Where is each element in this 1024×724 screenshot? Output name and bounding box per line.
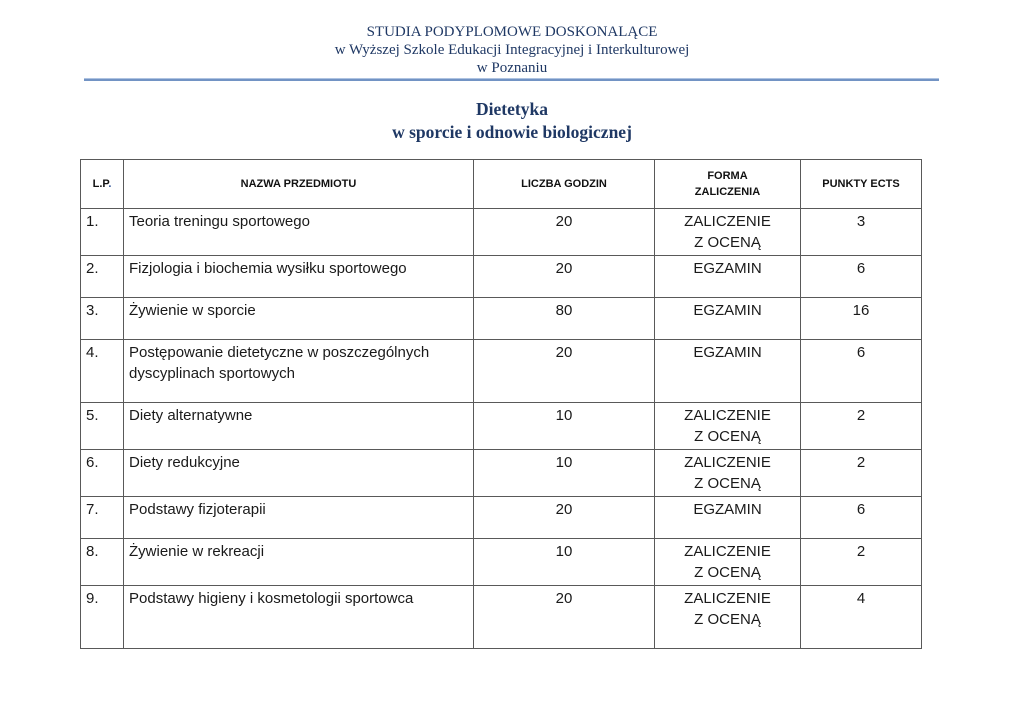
cell-liczba-godzin: 20 [473, 208, 655, 256]
cell-lp: 7. [80, 496, 124, 539]
col-header-lp-text: L.P [92, 178, 109, 190]
cell-forma-zaliczenia: ZALICZENIE Z OCENĄ [654, 449, 801, 497]
cell-lp: 1. [80, 208, 124, 256]
cell-nazwa-przedmiotu: Fizjologia i biochemia wysiłku sportoweg… [123, 255, 474, 298]
program-table: L.P. NAZWA PRZEDMIOTU LICZBA GODZIN FORM… [80, 159, 922, 649]
cell-nazwa-przedmiotu: Żywienie w rekreacji [123, 538, 474, 586]
document-title-line-1: Dietetyka [476, 99, 548, 119]
institution-header: STUDIA PODYPLOMOWE DOSKONALĄCE w Wyższej… [0, 0, 1024, 77]
cell-punkty-ects: 16 [800, 297, 922, 340]
cell-punkty-ects: 6 [800, 496, 922, 539]
cell-liczba-godzin: 10 [473, 449, 655, 497]
cell-punkty-ects: 3 [800, 208, 922, 256]
cell-nazwa-przedmiotu: Postępowanie dietetyczne w poszczególnyc… [123, 339, 474, 403]
cell-nazwa-przedmiotu: Żywienie w sporcie [123, 297, 474, 340]
table-header-row: L.P. NAZWA PRZEDMIOTU LICZBA GODZIN FORM… [80, 159, 922, 209]
col-header-nazwa-przedmiotu: NAZWA PRZEDMIOTU [123, 159, 474, 209]
cell-liczba-godzin: 20 [473, 496, 655, 539]
cell-nazwa-przedmiotu: Diety redukcyjne [123, 449, 474, 497]
document-title-line-2: w sporcie i odnowie biologicznej [392, 122, 632, 142]
cell-lp: 5. [80, 402, 124, 450]
cell-nazwa-przedmiotu: Teoria treningu sportowego [123, 208, 474, 256]
institution-line-3: w Poznaniu [476, 60, 548, 76]
col-header-lp: L.P. [80, 159, 124, 209]
cell-liczba-godzin: 20 [473, 339, 655, 403]
col-header-forma-zaliczenia: FORMA ZALICZENIA [654, 159, 801, 209]
cell-forma-zaliczenia: ZALICZENIE Z OCENĄ [654, 402, 801, 450]
cell-liczba-godzin: 20 [473, 585, 655, 649]
table-row: 6. Diety redukcyjne 10 ZALICZENIE Z OCEN… [80, 449, 922, 497]
cell-nazwa-przedmiotu: Podstawy fizjoterapii [123, 496, 474, 539]
table-row: 2. Fizjologia i biochemia wysiłku sporto… [80, 255, 922, 298]
cell-forma-zaliczenia: ZALICZENIE Z OCENĄ [654, 538, 801, 586]
institution-line-1: STUDIA PODYPLOMOWE DOSKONALĄCE [366, 24, 658, 40]
cell-lp: 9. [80, 585, 124, 649]
table-row: 3. Żywienie w sporcie 80 EGZAMIN 16 [80, 297, 922, 340]
table-row: 7. Podstawy fizjoterapii 20 EGZAMIN 6 [80, 496, 922, 539]
cell-punkty-ects: 2 [800, 449, 922, 497]
cell-lp: 2. [80, 255, 124, 298]
cell-forma-zaliczenia: EGZAMIN [654, 496, 801, 539]
cell-punkty-ects: 6 [800, 339, 922, 403]
table-row: 8. Żywienie w rekreacji 10 ZALICZENIE Z … [80, 538, 922, 586]
cell-punkty-ects: 6 [800, 255, 922, 298]
table-row: 9. Podstawy higieny i kosmetologii sport… [80, 585, 922, 649]
cell-liczba-godzin: 10 [473, 402, 655, 450]
col-header-lp-dot: . [108, 178, 112, 190]
header-divider-rule [84, 78, 939, 81]
cell-liczba-godzin: 10 [473, 538, 655, 586]
document-title: Dietetyka w sporcie i odnowie biologiczn… [0, 98, 1024, 144]
institution-line-2: w Wyższej Szkole Edukacji Integracyjnej … [334, 42, 690, 58]
cell-lp: 3. [80, 297, 124, 340]
table-row: 1. Teoria treningu sportowego 20 ZALICZE… [80, 208, 922, 256]
col-header-liczba-godzin: LICZBA GODZIN [473, 159, 655, 209]
cell-forma-zaliczenia: EGZAMIN [654, 255, 801, 298]
cell-lp: 4. [80, 339, 124, 403]
cell-liczba-godzin: 80 [473, 297, 655, 340]
cell-nazwa-przedmiotu: Diety alternatywne [123, 402, 474, 450]
cell-nazwa-przedmiotu: Podstawy higieny i kosmetologii sportowc… [123, 585, 474, 649]
table-row: 4. Postępowanie dietetyczne w poszczegól… [80, 339, 922, 403]
table-row: 5. Diety alternatywne 10 ZALICZENIE Z OC… [80, 402, 922, 450]
cell-forma-zaliczenia: ZALICZENIE Z OCENĄ [654, 585, 801, 649]
cell-punkty-ects: 4 [800, 585, 922, 649]
cell-punkty-ects: 2 [800, 402, 922, 450]
col-header-punkty-ects: PUNKTY ECTS [800, 159, 922, 209]
cell-punkty-ects: 2 [800, 538, 922, 586]
cell-lp: 8. [80, 538, 124, 586]
cell-forma-zaliczenia: ZALICZENIE Z OCENĄ [654, 208, 801, 256]
cell-liczba-godzin: 20 [473, 255, 655, 298]
cell-lp: 6. [80, 449, 124, 497]
cell-forma-zaliczenia: EGZAMIN [654, 339, 801, 403]
cell-forma-zaliczenia: EGZAMIN [654, 297, 801, 340]
